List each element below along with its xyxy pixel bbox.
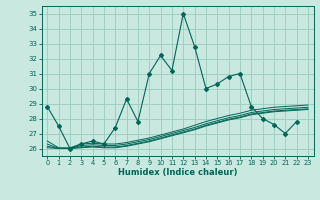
X-axis label: Humidex (Indice chaleur): Humidex (Indice chaleur) [118,168,237,177]
